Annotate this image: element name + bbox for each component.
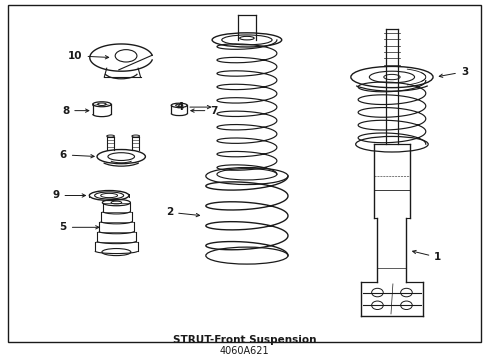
Text: 7: 7 xyxy=(190,105,217,116)
Text: 8: 8 xyxy=(62,105,89,116)
Text: 5: 5 xyxy=(60,222,99,232)
Text: 4060A621: 4060A621 xyxy=(219,346,269,356)
Text: 9: 9 xyxy=(52,190,85,201)
Text: 3: 3 xyxy=(438,67,467,77)
Text: 10: 10 xyxy=(68,51,108,61)
Text: 6: 6 xyxy=(60,150,94,160)
Text: 1: 1 xyxy=(412,251,441,262)
Text: 4: 4 xyxy=(177,102,210,112)
Text: 2: 2 xyxy=(165,207,199,217)
Text: STRUT-Front Suspension: STRUT-Front Suspension xyxy=(172,336,316,346)
